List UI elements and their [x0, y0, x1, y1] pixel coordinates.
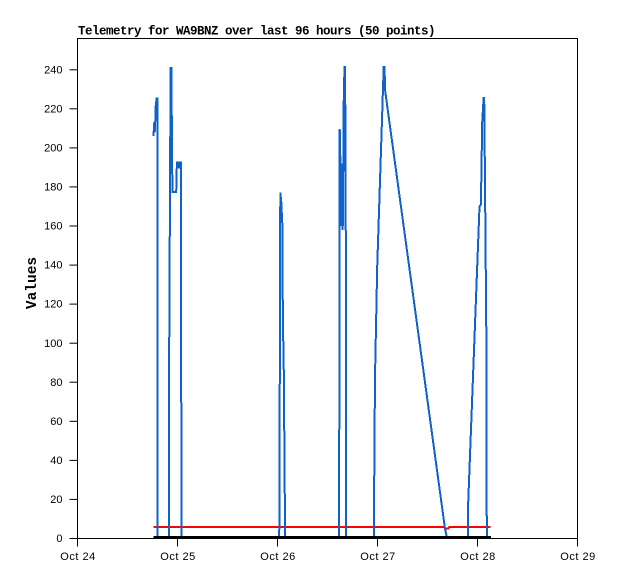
svg-text:120: 120 — [44, 299, 62, 311]
svg-text:Values: Values — [25, 257, 41, 309]
svg-text:Oct 27: Oct 27 — [360, 551, 395, 563]
svg-text:140: 140 — [44, 260, 62, 272]
svg-text:160: 160 — [44, 221, 62, 233]
svg-text:Oct 25: Oct 25 — [160, 551, 195, 563]
svg-text:40: 40 — [50, 455, 62, 467]
svg-text:Oct 28: Oct 28 — [460, 551, 495, 563]
svg-text:Telemetry for WA9BNZ over last: Telemetry for WA9BNZ over last 96 hours … — [78, 25, 435, 39]
svg-text:20: 20 — [50, 494, 62, 506]
svg-text:Oct 24: Oct 24 — [60, 551, 95, 563]
svg-text:220: 220 — [44, 103, 62, 115]
svg-text:180: 180 — [44, 182, 62, 194]
svg-text:Oct 26: Oct 26 — [260, 551, 295, 563]
svg-text:240: 240 — [44, 64, 62, 76]
svg-text:Oct 29: Oct 29 — [560, 551, 595, 563]
svg-text:200: 200 — [44, 143, 62, 155]
svg-text:0: 0 — [56, 533, 62, 545]
svg-text:100: 100 — [44, 338, 62, 350]
svg-text:60: 60 — [50, 416, 62, 428]
svg-text:80: 80 — [50, 377, 62, 389]
